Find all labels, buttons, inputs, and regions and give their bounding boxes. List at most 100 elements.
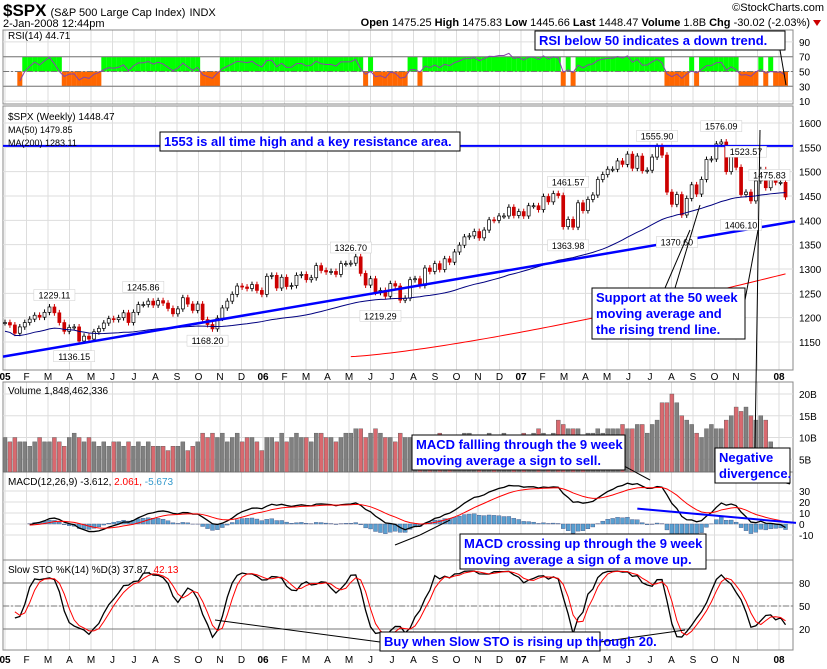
rsi-zone — [703, 56, 709, 72]
volume-bar — [630, 428, 635, 473]
rsi-zone — [145, 56, 151, 72]
volume-bar — [664, 402, 670, 473]
rsi-zone — [121, 56, 127, 72]
candle-body — [754, 180, 758, 202]
price-legend: $SPX (Weekly) 1448.47 — [8, 112, 115, 123]
x-axis-label: A — [324, 655, 331, 666]
macd-histogram-bar — [625, 517, 630, 525]
candle-body — [413, 278, 417, 281]
candle-body — [141, 304, 146, 306]
macd-histogram-bar — [615, 517, 620, 525]
macd-histogram-bar — [383, 523, 388, 534]
macd-histogram-bar — [368, 523, 373, 530]
x-axis-label: J — [626, 655, 631, 666]
rsi-zone — [22, 56, 28, 72]
macd-tick-label: -10 — [799, 531, 814, 542]
macd-histogram-bar — [402, 523, 408, 533]
rsi-zone — [778, 71, 784, 87]
volume-bar — [640, 424, 645, 473]
volume-bar — [304, 437, 309, 473]
sto-k-value: 37.87, — [123, 565, 151, 576]
volume-bar — [101, 441, 107, 473]
price-label-box — [122, 281, 165, 293]
rsi-zone — [195, 56, 201, 72]
rsi-zone — [343, 56, 349, 72]
macd-histogram-bar — [363, 523, 368, 529]
rsi-zone — [313, 56, 319, 72]
x-axis-label: S — [432, 372, 439, 383]
macd-histogram-bar — [225, 523, 230, 526]
price-tick-label: 1500 — [799, 168, 822, 179]
volume-bar — [47, 441, 52, 473]
macd-histogram-bar — [388, 523, 393, 533]
rsi-zone — [81, 71, 87, 87]
candle-body — [37, 314, 42, 318]
price-tick-label: 1150 — [799, 338, 821, 349]
rsi-zone — [407, 56, 413, 72]
candle-body — [156, 300, 160, 306]
rsi-tick-label: 50 — [799, 68, 811, 79]
macd-histogram-bar — [274, 520, 279, 525]
symbol: $SPX — [3, 1, 47, 20]
candle-body — [452, 251, 457, 263]
annotation-pointer — [419, 519, 451, 536]
macd-legend-value: -3.612, — [80, 477, 111, 488]
rsi-zone — [437, 56, 443, 72]
rsi-zone — [629, 56, 635, 72]
macd-histogram-bar — [353, 522, 358, 525]
volume-label: Volume — [641, 17, 680, 29]
rsi-zone — [91, 71, 97, 87]
annotation-pointer — [394, 534, 421, 546]
macd-histogram-bar — [551, 522, 556, 525]
down-arrow-icon — [813, 20, 821, 26]
volume-bar — [42, 441, 47, 473]
rsi-zone — [620, 56, 625, 72]
macd-histogram-bar — [477, 515, 482, 525]
volume-bar — [234, 432, 240, 473]
divergence-annotation-text: Negative — [719, 450, 773, 465]
candle-body — [146, 300, 151, 305]
rsi-zone — [723, 56, 729, 72]
index-name: (S&P 500 Large Cap Index) — [50, 7, 185, 19]
brand-logo: ©StockCharts.com — [732, 2, 824, 14]
rsi-zone — [373, 71, 378, 87]
macd-histogram-bar — [294, 522, 299, 525]
rsi-zone — [254, 56, 260, 72]
volume-bar — [388, 437, 393, 473]
candle-body — [492, 219, 496, 222]
candle-body — [289, 285, 294, 287]
rsi-zone — [190, 56, 196, 72]
candle-body — [200, 303, 205, 320]
candle-body — [423, 267, 427, 286]
price-label: 1168.20 — [192, 336, 224, 346]
annotation-pointer — [754, 129, 761, 449]
macd-histogram-bar — [314, 522, 319, 525]
rsi-zone — [575, 56, 581, 72]
rsi-zone — [654, 56, 660, 72]
rsi-zone — [427, 56, 433, 72]
open-label: Open — [361, 17, 389, 29]
rsi-zone — [753, 71, 759, 87]
sto-buy-annotation-text: Buy when Slow STO is rising up through 2… — [384, 634, 657, 649]
candle-body — [304, 274, 309, 281]
x-axis-label: J — [648, 372, 653, 383]
x-axis-label: A — [668, 372, 675, 383]
sto-tick-label: 80 — [799, 579, 811, 590]
price-tick-label: 1350 — [799, 241, 822, 252]
volume-bar — [259, 450, 265, 473]
rsi-zone — [694, 71, 700, 87]
candle-body — [319, 265, 324, 271]
candle-body — [600, 174, 605, 180]
candle-body — [516, 211, 521, 216]
title-line: $SPX (S&P 500 Large Cap Index) INDX — [3, 1, 216, 20]
volume-bar — [348, 432, 353, 473]
candle-body — [348, 262, 353, 265]
candle-body — [521, 211, 526, 217]
rsi-zone — [624, 56, 630, 72]
candle-body — [8, 322, 12, 326]
macd-tick-label: 10 — [799, 509, 811, 520]
x-axis-label: J — [132, 372, 137, 383]
macd-histogram-bar — [482, 515, 487, 525]
x-axis-label: M — [302, 655, 310, 666]
x-axis-label: J — [368, 655, 373, 666]
